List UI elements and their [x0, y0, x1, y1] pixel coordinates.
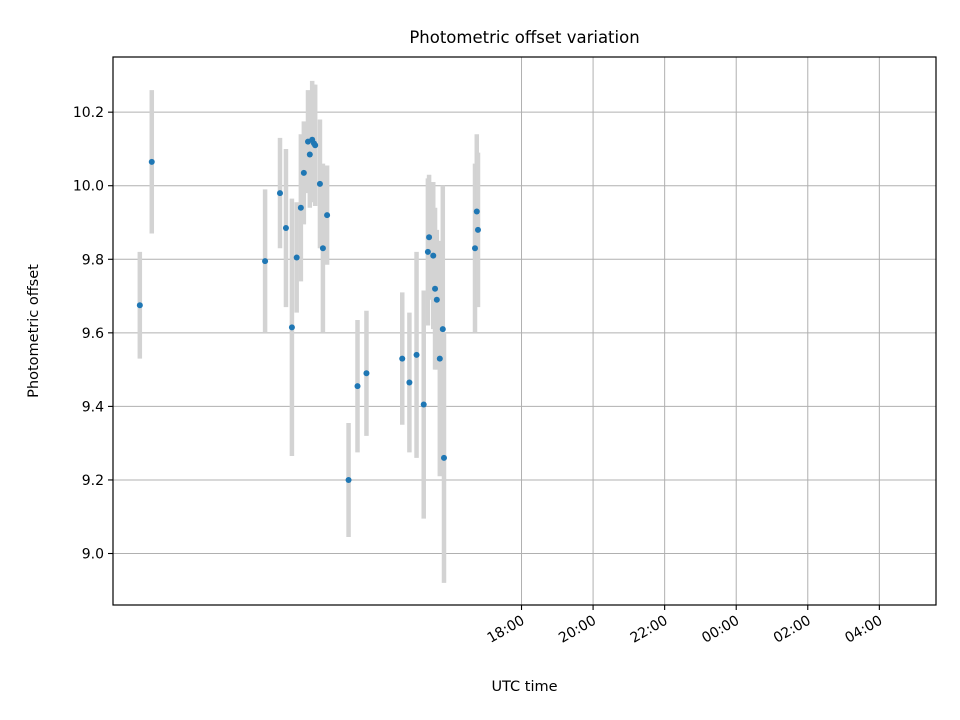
- y-tick-label: 9.4: [82, 399, 104, 415]
- data-point: [430, 252, 437, 259]
- data-point: [363, 370, 370, 377]
- chart-title: Photometric offset variation: [409, 28, 639, 47]
- data-point: [436, 355, 443, 362]
- data-point: [297, 204, 304, 211]
- y-tick-label: 9.6: [82, 326, 104, 342]
- data-point: [300, 169, 307, 176]
- plot-area-frame: [112, 56, 937, 606]
- y-axis-ticks: 9.0 9.2 9.4 9.6 9.8 10.0 10.2: [73, 105, 113, 563]
- data-point: [432, 285, 439, 292]
- data-point: [433, 296, 440, 303]
- x-tick-label: 18:00: [485, 613, 528, 647]
- data-point: [399, 355, 406, 362]
- data-point: [262, 258, 269, 265]
- data-point: [136, 302, 143, 309]
- x-axis-ticks: 18:00 20:00 22:00 00:00 02:00 04:00: [485, 605, 885, 647]
- data-point: [288, 324, 295, 331]
- data-point: [282, 225, 289, 232]
- data-point: [413, 351, 420, 358]
- data-point: [276, 190, 283, 197]
- data-point: [472, 245, 479, 252]
- y-tick-label: 10.2: [73, 105, 104, 121]
- data-point: [439, 326, 446, 333]
- data-point: [440, 454, 447, 461]
- x-tick-label: 04:00: [842, 613, 885, 647]
- data-point: [316, 180, 323, 187]
- data-point: [306, 151, 313, 158]
- y-tick-label: 9.2: [82, 473, 104, 489]
- x-tick-label: 02:00: [771, 613, 814, 647]
- data-point: [293, 254, 300, 261]
- data-point: [406, 379, 413, 386]
- data-point: [424, 248, 431, 255]
- grid: [113, 57, 936, 605]
- data-point: [319, 245, 326, 252]
- data-point: [474, 226, 481, 233]
- y-tick-label: 10.0: [73, 179, 104, 195]
- y-tick-label: 9.0: [82, 547, 104, 563]
- y-tick-label: 9.8: [82, 252, 104, 268]
- data-point: [426, 234, 433, 241]
- x-tick-label: 00:00: [699, 613, 742, 647]
- data-point: [324, 212, 331, 219]
- data-point: [345, 476, 352, 483]
- y-axis-label: Photometric offset: [26, 264, 42, 398]
- x-tick-label: 20:00: [556, 613, 599, 647]
- data-point: [354, 383, 361, 390]
- data-point: [312, 142, 319, 149]
- data-point: [420, 401, 427, 408]
- data-point: [473, 208, 480, 215]
- data-points: [136, 136, 481, 483]
- x-axis-label: UTC time: [491, 679, 557, 695]
- data-point: [148, 158, 155, 165]
- x-tick-label: 22:00: [628, 613, 671, 647]
